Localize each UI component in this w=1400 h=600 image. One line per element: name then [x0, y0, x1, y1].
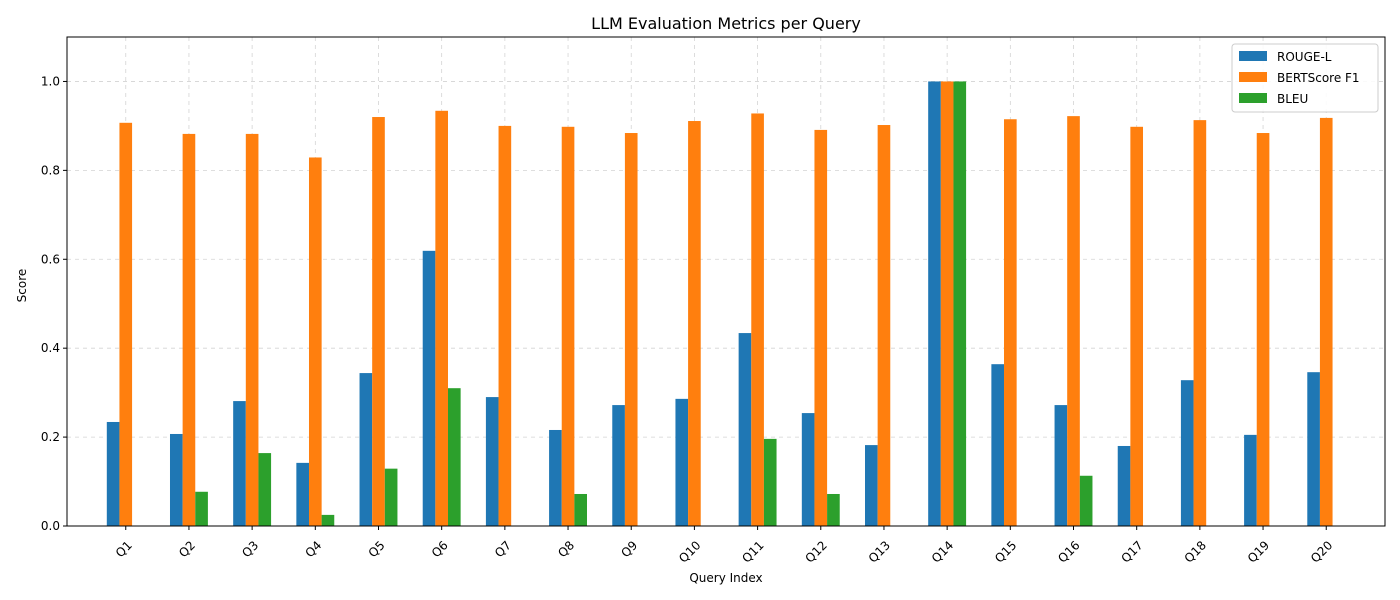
bar-bleu-q5 — [384, 468, 398, 526]
bar-rouge-l-q2 — [169, 433, 183, 526]
x-tick-label: Q5 — [366, 538, 388, 560]
bar-rouge-l-q13 — [865, 445, 878, 526]
x-tick-label: Q10 — [676, 538, 703, 565]
legend-box — [1231, 43, 1379, 113]
x-tick-label: Q20 — [1308, 538, 1335, 565]
x-tick-label: Q17 — [1118, 538, 1145, 565]
bar-bertscore-f1-q6 — [435, 110, 448, 526]
legend-label: ROUGE-L — [1277, 50, 1332, 64]
bar-bleu-q12 — [827, 493, 840, 526]
bar-bertscore-f1-q7 — [498, 125, 512, 526]
x-tick-label: Q13 — [866, 538, 893, 565]
y-axis-label: Score — [15, 269, 29, 303]
legend-swatch — [1239, 93, 1267, 103]
x-tick-label: Q8 — [555, 538, 577, 560]
legend-swatch — [1239, 51, 1267, 61]
y-tick-label: 0.0 — [41, 519, 60, 533]
legend-swatch — [1239, 72, 1267, 82]
bar-rouge-l-q14 — [928, 81, 941, 527]
x-tick-label: Q7 — [492, 538, 514, 560]
bar-rouge-l-q20 — [1307, 372, 1320, 526]
bar-bertscore-f1-q8 — [561, 126, 575, 526]
x-tick-label: Q9 — [618, 538, 640, 560]
bar-rouge-l-q5 — [359, 373, 373, 526]
bar-rouge-l-q11 — [738, 333, 752, 526]
bars-layer — [106, 81, 1333, 527]
bar-bertscore-f1-q17 — [1130, 126, 1144, 526]
x-tick-label: Q14 — [929, 538, 956, 565]
x-tick-label: Q19 — [1245, 538, 1272, 565]
bar-bertscore-f1-q15 — [1004, 119, 1017, 526]
bar-rouge-l-q18 — [1180, 380, 1194, 526]
x-tick-label: Q15 — [992, 538, 1019, 565]
x-tick-label: Q1 — [113, 538, 135, 560]
bar-bleu-q8 — [574, 493, 587, 526]
bar-rouge-l-q3 — [233, 401, 246, 526]
x-tick-label: Q6 — [429, 538, 451, 560]
bar-bertscore-f1-q16 — [1067, 116, 1080, 526]
y-tick-label: 1.0 — [41, 74, 60, 88]
bar-bertscore-f1-q5 — [372, 117, 385, 526]
bar-bertscore-f1-q19 — [1256, 133, 1270, 526]
bar-rouge-l-q17 — [1117, 445, 1131, 526]
bar-bertscore-f1-q13 — [877, 125, 891, 527]
bar-bertscore-f1-q14 — [940, 81, 954, 527]
legend-label: BERTScore F1 — [1277, 71, 1360, 85]
bar-bleu-q3 — [258, 453, 272, 526]
y-tick-label: 0.8 — [41, 163, 60, 177]
x-tick-label: Q18 — [1182, 538, 1209, 565]
bar-bleu-q6 — [447, 388, 461, 526]
bar-bleu-q2 — [195, 491, 208, 526]
plot-frame — [66, 36, 1386, 527]
bar-rouge-l-q7 — [485, 397, 499, 526]
bar-bleu-q4 — [321, 514, 335, 526]
bar-rouge-l-q15 — [991, 364, 1005, 526]
bar-rouge-l-q19 — [1244, 434, 1257, 526]
legend: ROUGE-L BERTScore F1 BLEU — [1231, 43, 1379, 113]
bar-bleu-q14 — [953, 81, 967, 527]
bar-rouge-l-q1 — [106, 421, 120, 526]
y-tick-label: 0.6 — [41, 252, 60, 266]
x-tick-label: Q16 — [1055, 538, 1082, 565]
bar-rouge-l-q10 — [675, 398, 689, 526]
bar-bertscore-f1-q18 — [1193, 120, 1207, 526]
bar-rouge-l-q12 — [801, 413, 815, 526]
x-tick-label: Q4 — [302, 538, 324, 560]
bar-bertscore-f1-q9 — [624, 133, 638, 526]
bar-rouge-l-q8 — [549, 429, 562, 526]
x-tick-label: Q12 — [803, 538, 830, 565]
bar-bertscore-f1-q3 — [245, 133, 259, 527]
bar-bertscore-f1-q12 — [814, 129, 828, 526]
bar-bertscore-f1-q1 — [119, 122, 133, 526]
bar-bertscore-f1-q11 — [751, 113, 764, 526]
bar-bertscore-f1-q2 — [182, 133, 196, 527]
legend-label: BLEU — [1277, 92, 1308, 106]
bar-bertscore-f1-q4 — [308, 157, 322, 527]
x-tick-label: Q3 — [239, 538, 261, 560]
bar-rouge-l-q9 — [612, 405, 625, 526]
bar-bleu-q16 — [1079, 475, 1093, 526]
chart-title: LLM Evaluation Metrics per Query — [591, 14, 861, 33]
bar-bertscore-f1-q10 — [688, 121, 701, 526]
x-tick-label: Q11 — [739, 538, 766, 565]
bar-rouge-l-q4 — [296, 462, 309, 526]
x-tick-label: Q2 — [176, 538, 198, 560]
bar-bertscore-f1-q20 — [1319, 117, 1333, 526]
y-tick-label: 0.2 — [41, 430, 60, 444]
bar-rouge-l-q6 — [422, 250, 436, 527]
y-tick-label: 0.4 — [41, 341, 60, 355]
x-axis-label: Query Index — [689, 571, 762, 585]
bar-bleu-q11 — [763, 438, 777, 526]
bar-rouge-l-q16 — [1054, 405, 1068, 526]
